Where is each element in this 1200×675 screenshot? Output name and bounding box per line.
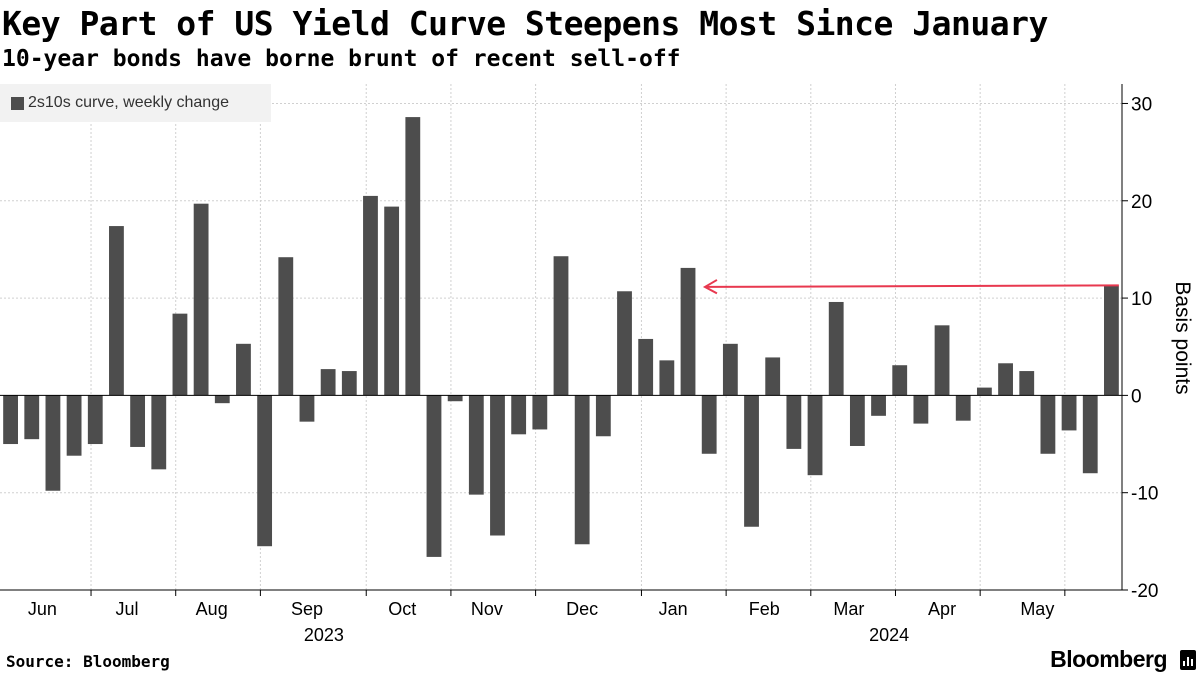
source-note: Source: Bloomberg — [6, 652, 170, 671]
axes: -20 -10 0 10 20 30 Jun Jul Aug Sep Oct Nov Dec Jan Feb… — [0, 84, 1158, 645]
bar — [151, 395, 167, 470]
bar — [595, 395, 611, 437]
bar — [807, 395, 823, 476]
bar — [680, 267, 696, 396]
bar — [849, 395, 865, 446]
bar — [130, 395, 146, 447]
bar — [172, 313, 188, 396]
bar — [871, 395, 886, 416]
chart-subtitle: 10-year bonds have borne brunt of recent… — [2, 46, 681, 72]
bar — [193, 203, 209, 396]
bloomberg-bars-icon — [1180, 650, 1196, 670]
bar — [109, 226, 124, 396]
bar — [828, 301, 844, 396]
x-tick-label: Apr — [928, 599, 956, 619]
chart-title: Key Part of US Yield Curve Steepens Most… — [2, 4, 1048, 43]
annotation — [702, 279, 1119, 295]
bar — [1061, 395, 1077, 431]
bar — [3, 395, 18, 445]
y-tick-label: 30 — [1131, 94, 1152, 115]
bar — [426, 395, 442, 557]
bar — [490, 395, 505, 536]
bar — [553, 256, 569, 396]
bar — [66, 395, 82, 456]
bar — [299, 395, 315, 422]
bar — [638, 338, 654, 396]
x-tick-label: Jul — [116, 599, 139, 619]
x-tick-label: Feb — [749, 599, 780, 619]
bar — [278, 257, 294, 396]
bar — [468, 395, 484, 495]
x-tick-label: Nov — [471, 599, 503, 619]
bar — [976, 387, 992, 396]
bar — [659, 360, 675, 396]
bar — [320, 369, 336, 396]
bar — [765, 357, 781, 396]
y-axis-label: Basis points — [1171, 281, 1194, 394]
bar — [363, 195, 378, 396]
bar — [87, 395, 103, 445]
bar — [955, 395, 971, 421]
bloomberg-logo: Bloomberg — [1050, 646, 1167, 672]
bar — [511, 395, 527, 435]
bar — [24, 395, 40, 440]
y-tick-label: 20 — [1131, 192, 1152, 213]
bar — [892, 365, 908, 396]
bar — [617, 291, 632, 396]
bar — [722, 343, 738, 396]
x-tick-label: Sep — [291, 599, 323, 619]
year-label: 2024 — [869, 625, 909, 645]
y-tick-label: 0 — [1131, 386, 1142, 407]
year-label: 2023 — [304, 625, 344, 645]
bar — [934, 325, 950, 396]
legend-swatch — [11, 96, 24, 110]
bar — [1040, 395, 1056, 454]
bar — [1104, 285, 1119, 396]
bar — [998, 363, 1013, 396]
bar — [574, 395, 590, 545]
annotation-arrow-head — [702, 279, 718, 295]
x-tick-label: Mar — [833, 599, 864, 619]
bar — [384, 206, 400, 396]
annotation-arrow-line — [706, 284, 1119, 288]
x-tick-label: Oct — [388, 599, 416, 619]
y-tick-label: -20 — [1131, 581, 1158, 602]
legend: 2s10s curve, weekly change — [0, 84, 271, 122]
x-tick-label: May — [1020, 599, 1054, 619]
bar — [405, 117, 421, 396]
bar — [701, 395, 717, 454]
bar — [913, 395, 929, 424]
bar — [45, 395, 61, 491]
bar — [341, 371, 357, 396]
bars — [3, 117, 1119, 557]
y-tick-label: -10 — [1131, 484, 1158, 505]
bar — [786, 395, 802, 449]
x-tick-label: Jun — [28, 599, 57, 619]
bar — [744, 395, 759, 527]
bar — [236, 343, 251, 396]
bar — [447, 395, 463, 402]
legend-label: 2s10s curve, weekly change — [28, 94, 229, 111]
x-tick-label: Dec — [566, 599, 598, 619]
bar — [1082, 395, 1098, 474]
bar — [257, 395, 273, 547]
bar — [532, 395, 548, 430]
x-tick-label: Jan — [659, 599, 688, 619]
y-tick-label: 10 — [1131, 289, 1152, 310]
x-tick-label: Aug — [196, 599, 228, 619]
bar — [1019, 371, 1035, 396]
bar — [214, 395, 230, 404]
